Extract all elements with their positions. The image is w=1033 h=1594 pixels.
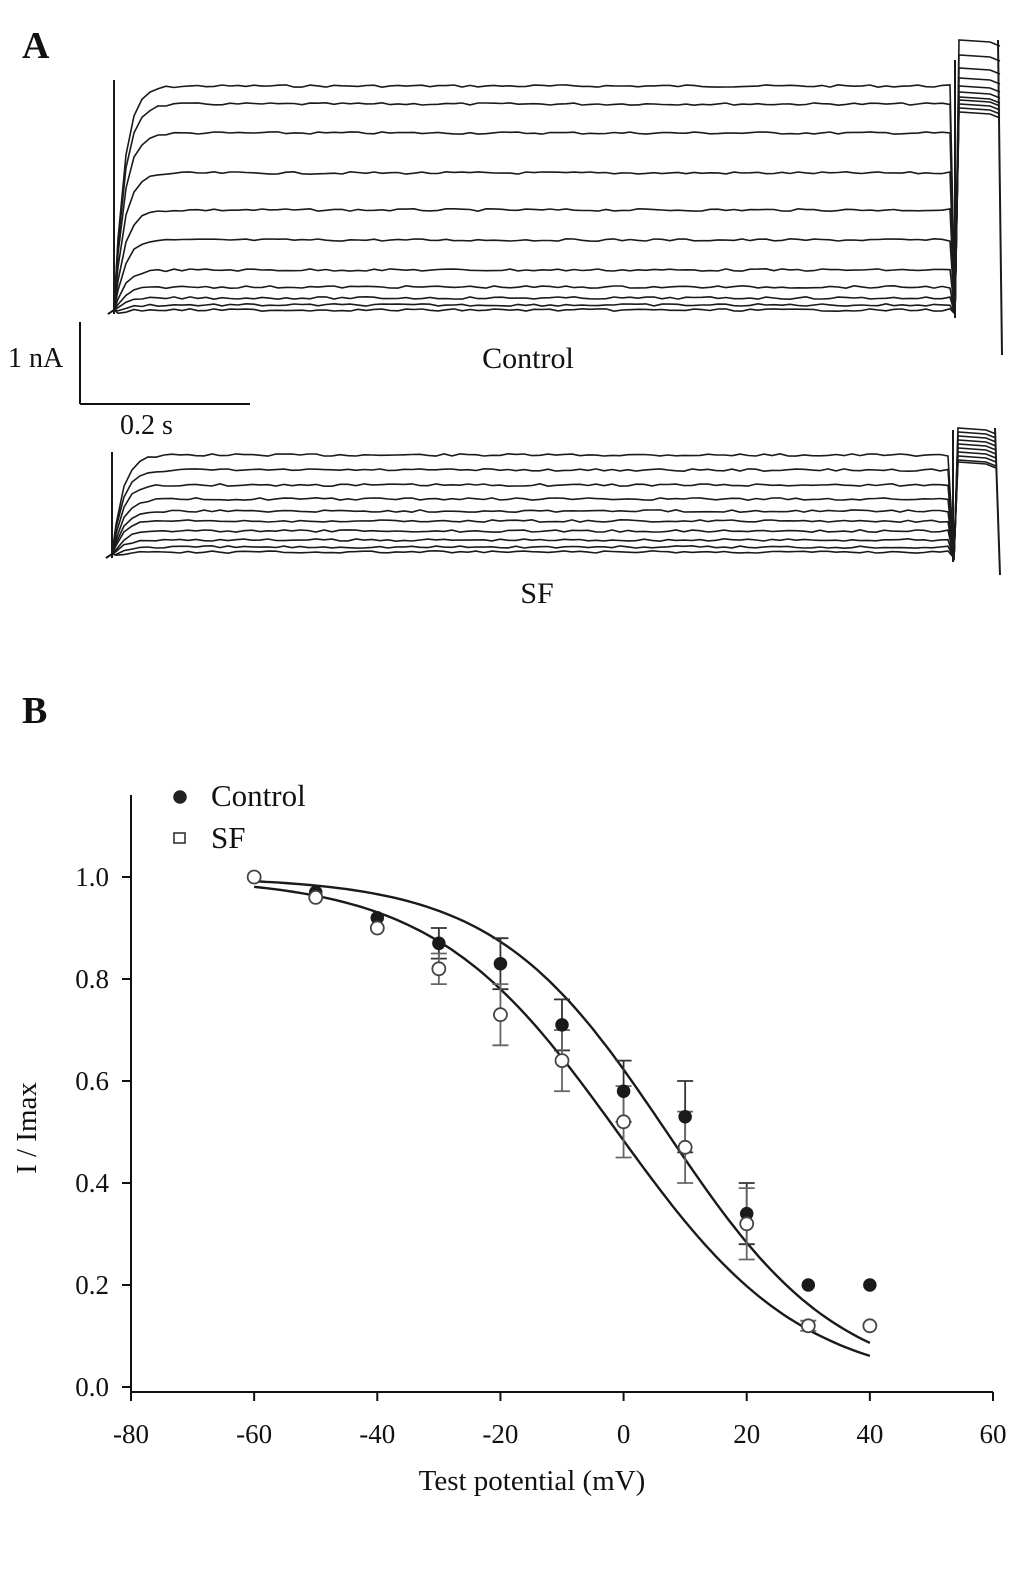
legend-label-sf: SF — [211, 820, 245, 855]
data-point-sf — [554, 1053, 570, 1068]
data-point-control — [616, 1084, 631, 1098]
sf-current-traces — [105, 427, 1001, 576]
y-axis-title: I / Imax — [11, 1082, 43, 1174]
panel-b: B 0.0 0.2 0.4 0.6 0.8 1.0 -80 -60 -40 -20 0 20 40 60… — [11, 690, 1007, 1497]
x-tick-label: 60 — [980, 1419, 1007, 1449]
data-point-control — [801, 1278, 816, 1292]
sf-current-trace — [105, 439, 997, 559]
control-current-trace — [107, 111, 1001, 316]
control-current-trace — [107, 99, 1001, 315]
control-current-trace — [107, 85, 1001, 315]
data-point-control — [432, 936, 446, 951]
data-point-control — [678, 1109, 692, 1124]
x-tick-label: 40 — [856, 1419, 883, 1449]
y-axis-ticks: 0.0 0.2 0.4 0.6 0.8 1.0 — [75, 862, 131, 1402]
sf-current-trace — [105, 427, 997, 559]
legend-item-sf: SF — [173, 820, 245, 855]
x-tick-label: 20 — [733, 1419, 760, 1449]
control-current-trace — [107, 107, 1001, 317]
data-point-control — [863, 1278, 877, 1292]
sf-current-trace — [105, 435, 997, 559]
data-point-sf — [246, 869, 262, 885]
control-current-trace — [107, 67, 1001, 315]
data-markers — [246, 869, 878, 1334]
data-point-sf — [739, 1216, 755, 1232]
data-point-sf — [616, 1114, 631, 1130]
fit-curves — [253, 880, 871, 1358]
legend-marker-sf — [173, 832, 186, 844]
error-bars — [430, 927, 817, 1332]
fit-curve-sf — [253, 885, 871, 1358]
data-point-control — [555, 1018, 569, 1032]
control-current-trace — [107, 54, 1001, 315]
data-point-sf — [431, 961, 447, 977]
x-axis-ticks: -80 -60 -40 -20 0 20 40 60 — [113, 1392, 1007, 1449]
scale-bar: 1 nA 0.2 s — [8, 322, 250, 441]
sf-current-trace — [105, 461, 997, 561]
y-tick-label: 0.0 — [75, 1372, 109, 1402]
control-current-trace — [107, 39, 1001, 315]
legend-label-control: Control — [211, 778, 306, 813]
control-current-trace — [107, 96, 1001, 315]
x-tick-label: -80 — [113, 1419, 149, 1449]
sf-current-trace — [105, 443, 997, 559]
data-point-sf — [800, 1318, 816, 1334]
scale-bar-current-label: 1 nA — [8, 343, 64, 374]
x-tick-label: -20 — [482, 1419, 518, 1449]
sf-current-trace — [105, 431, 997, 559]
panel-a: A Control SF 1 nA 0.2 s — [8, 25, 1003, 610]
control-current-trace — [107, 103, 1001, 315]
sf-tail-decay — [994, 427, 1001, 576]
x-axis-title: Test potential (mV) — [419, 1465, 646, 1497]
x-tick-label: 0 — [617, 1419, 631, 1449]
control-current-trace — [107, 77, 1001, 315]
control-current-traces — [107, 39, 1003, 356]
panel-a-label: A — [22, 25, 50, 67]
scale-bar-time-label: 0.2 s — [120, 410, 173, 441]
sf-traces-label: SF — [520, 577, 553, 610]
sf-current-trace — [105, 451, 997, 559]
y-tick-label: 0.4 — [75, 1168, 109, 1198]
y-tick-label: 0.8 — [75, 964, 109, 994]
panel-b-label: B — [22, 690, 47, 732]
data-point-sf — [677, 1139, 693, 1155]
sf-current-trace — [105, 447, 997, 559]
fit-curve-control — [254, 880, 871, 1344]
sf-current-trace — [105, 459, 997, 562]
data-point-sf — [493, 1007, 508, 1023]
y-tick-label: 1.0 — [75, 862, 109, 892]
control-current-trace — [107, 91, 1001, 315]
x-tick-label: -40 — [359, 1419, 395, 1449]
data-point-control — [493, 956, 508, 971]
data-point-sf — [369, 920, 385, 936]
legend-marker-control — [173, 790, 187, 804]
sf-current-trace — [105, 455, 997, 559]
data-point-sf — [862, 1318, 878, 1334]
legend-item-control: Control — [173, 778, 306, 813]
control-traces-label: Control — [482, 342, 574, 375]
control-tail-decay — [997, 39, 1003, 356]
y-tick-label: 0.6 — [75, 1066, 109, 1096]
data-point-sf — [308, 890, 324, 905]
x-tick-label: -60 — [236, 1419, 272, 1449]
legend: Control SF — [173, 778, 306, 855]
y-tick-label: 0.2 — [75, 1270, 109, 1300]
